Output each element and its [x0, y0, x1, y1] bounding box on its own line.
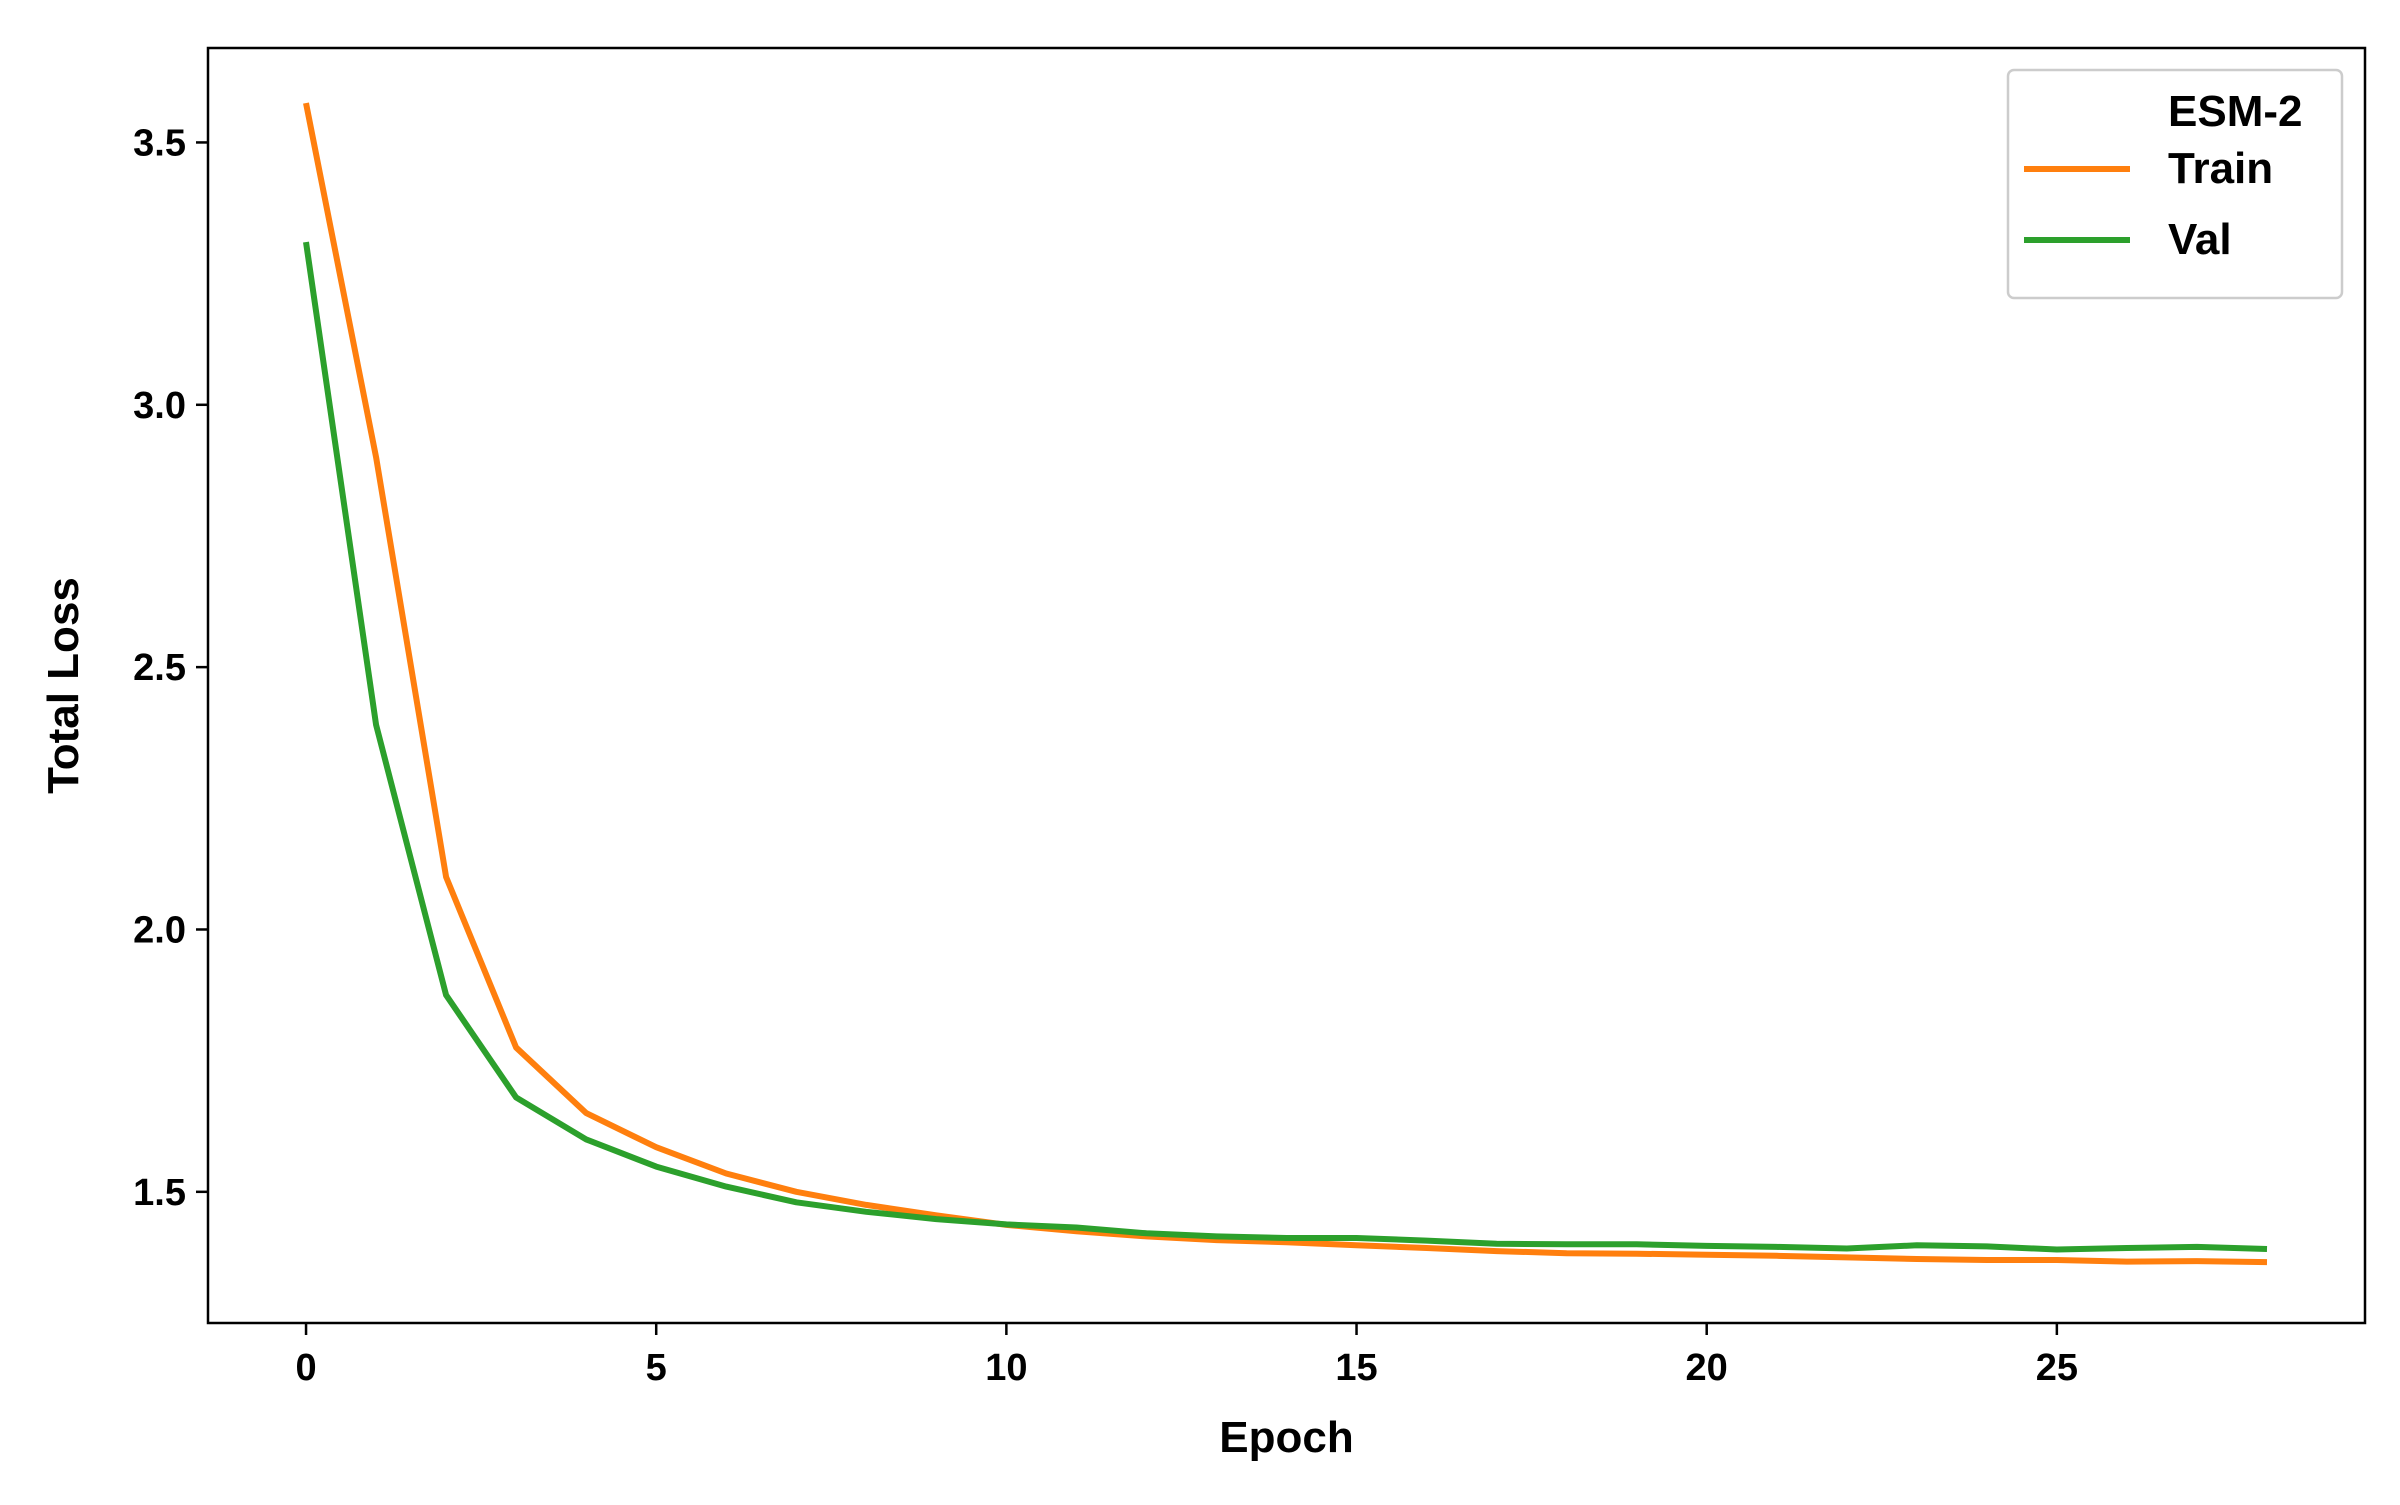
y-tick-label: 1.5	[133, 1172, 186, 1214]
x-tick-label: 20	[1686, 1347, 1728, 1389]
x-tick-label: 5	[646, 1347, 667, 1389]
legend-label-train: Train	[2168, 144, 2273, 193]
y-tick-label: 2.5	[133, 647, 186, 689]
x-tick-label: 0	[295, 1347, 316, 1389]
x-tick-label: 10	[985, 1347, 1027, 1389]
plot-frame	[206, 46, 2367, 1325]
series-line-val	[303, 241, 2268, 1253]
series-line-train	[303, 102, 2268, 1266]
x-axis-label: Epoch	[1219, 1413, 1353, 1462]
y-tick-label: 3.5	[133, 122, 186, 164]
legend: ESM-2 Train Val	[2006, 68, 2344, 300]
y-tick-label: 3.0	[133, 385, 186, 427]
x-tick-label: 25	[2036, 1347, 2078, 1389]
legend-title: ESM-2	[2168, 87, 2302, 136]
y-tick-label: 2.0	[133, 909, 186, 951]
series-lines	[303, 102, 2268, 1266]
y-axis-label: Total Loss	[39, 577, 88, 794]
x-tick-label: 15	[1335, 1347, 1377, 1389]
legend-label-val: Val	[2168, 215, 2232, 264]
axis-ticks: 0 5 10 15 20 25 1.5 2.0 2.5 3.0 3.5	[133, 122, 2078, 1389]
